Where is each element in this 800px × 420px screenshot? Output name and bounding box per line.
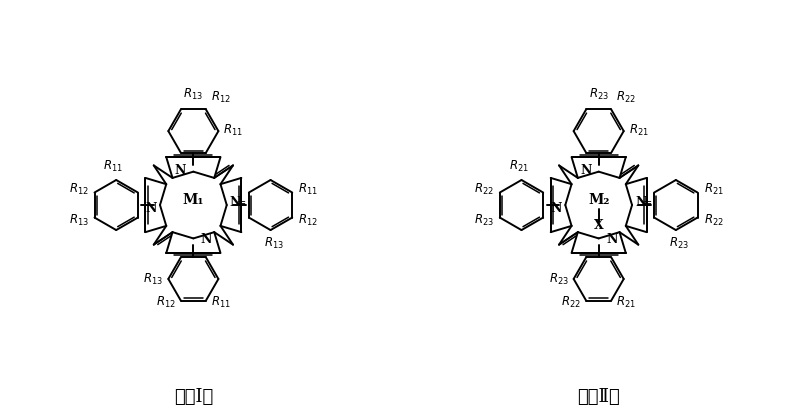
Text: $R_{13}$: $R_{13}$ <box>183 87 203 102</box>
Text: $R_{23}$: $R_{23}$ <box>474 213 494 228</box>
Text: N: N <box>146 202 157 215</box>
Text: $R_{11}$: $R_{11}$ <box>103 159 123 174</box>
Text: N: N <box>580 164 591 177</box>
Text: $R_{22}$: $R_{22}$ <box>474 182 494 197</box>
Text: $R_{21}$: $R_{21}$ <box>629 123 649 138</box>
Text: $R_{21}$: $R_{21}$ <box>616 295 636 310</box>
Text: $R_{13}$: $R_{13}$ <box>263 236 283 251</box>
Text: $R_{23}$: $R_{23}$ <box>669 236 689 251</box>
Text: $R_{23}$: $R_{23}$ <box>549 271 569 286</box>
Text: N: N <box>174 164 186 177</box>
Text: N: N <box>230 197 242 210</box>
Text: N: N <box>201 233 212 246</box>
Text: $R_{23}$: $R_{23}$ <box>589 87 609 102</box>
Text: 式（Ⅱ）: 式（Ⅱ） <box>578 388 620 406</box>
Text: N: N <box>635 197 646 210</box>
Text: M₁: M₁ <box>182 193 204 207</box>
Text: $R_{21}$: $R_{21}$ <box>703 182 723 197</box>
Text: =: = <box>237 198 246 208</box>
Text: $R_{12}$: $R_{12}$ <box>156 295 176 310</box>
Text: M₂: M₂ <box>588 193 610 207</box>
Text: $R_{22}$: $R_{22}$ <box>703 213 723 228</box>
Text: $R_{11}$: $R_{11}$ <box>211 295 230 310</box>
Text: $R_{12}$: $R_{12}$ <box>211 90 230 105</box>
Text: N: N <box>550 202 562 215</box>
Text: $R_{12}$: $R_{12}$ <box>69 182 89 197</box>
Text: $R_{13}$: $R_{13}$ <box>143 271 163 286</box>
Text: $R_{13}$: $R_{13}$ <box>69 213 89 228</box>
Text: $R_{21}$: $R_{21}$ <box>509 159 529 174</box>
Text: =: = <box>642 198 652 208</box>
Text: $R_{22}$: $R_{22}$ <box>616 90 636 105</box>
Text: N: N <box>606 233 618 246</box>
Text: X: X <box>594 219 603 232</box>
Text: $R_{22}$: $R_{22}$ <box>562 295 581 310</box>
Text: 式（Ⅰ）: 式（Ⅰ） <box>174 388 213 406</box>
Text: $R_{11}$: $R_{11}$ <box>298 182 318 197</box>
Text: $R_{11}$: $R_{11}$ <box>223 123 243 138</box>
Text: $R_{12}$: $R_{12}$ <box>298 213 318 228</box>
